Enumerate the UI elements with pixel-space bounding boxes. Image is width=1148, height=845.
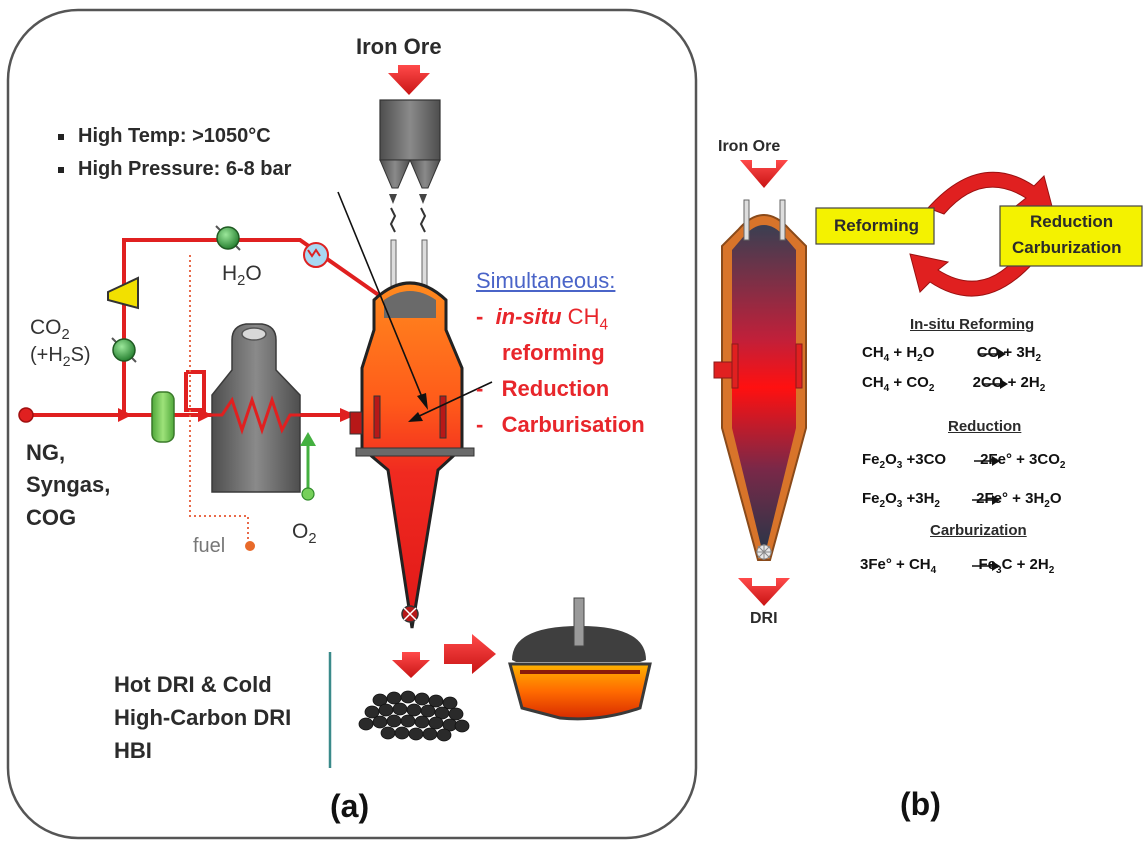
iron-ore-label-b: Iron Ore [718,138,781,155]
dri-pellet [378,703,394,717]
process-line-reduction: - Reduction [476,376,610,401]
dri-pellet [400,714,416,728]
dri-pellet [436,728,452,742]
dri-arrow-b [738,578,790,606]
iron-ore-arrow-b [740,160,788,188]
feed-label-ng: NG, [26,440,66,465]
heater-coil [204,395,358,435]
dri-pellet [394,726,410,740]
callout-arrowhead-temp [417,393,428,410]
fuel-label: fuel [193,535,226,557]
product-high-carbon-dri: High-Carbon DRI [114,705,292,730]
callout-arrowhead-process [408,412,423,422]
electric-arc-furnace [508,597,652,721]
iron-ore-arrow-a [388,65,430,95]
dri-pellet [408,727,424,741]
dri-down-arrow [392,652,430,678]
caption-b: (b) [900,786,941,822]
dri-pellet [406,703,422,717]
dri-pellet [372,715,388,729]
iron-ore-label-a: Iron Ore [356,34,442,59]
dri-pellet [454,719,470,733]
carburization-label: Carburization [1012,238,1122,257]
equation-1: CH4 + H2O CO + 3H2 [862,344,1042,364]
dri-pellet [386,714,402,728]
header-reduction: Reduction [948,418,1022,435]
dri-label-b: DRI [750,610,778,627]
heater-top [241,327,267,341]
co2-label: CO2 [30,316,70,344]
dri-pellet [448,707,464,721]
equation-arrows [972,349,1008,571]
dri-pellet [414,692,430,706]
reforming-label: Reforming [834,216,919,235]
feed-label-cog: COG [26,505,77,530]
equation-3: Fe2O3 +3CO 2Fe° + 3CO2 [862,451,1066,471]
callout-line-temp [337,191,425,403]
product-hbi: HBI [114,738,152,763]
ore-hopper [379,99,441,291]
product-hot-dri: Hot DRI & Cold [114,672,272,697]
o2-label: O2 [292,520,317,548]
o2-arrow [300,432,316,501]
ng-inlet-dot [18,407,34,423]
reduction-label: Reduction [1030,212,1114,231]
co2-valve-icon [111,337,137,363]
simultaneous-label: Simultaneous: [476,268,616,293]
dri-pellet [414,715,430,729]
h2o-valve-icon [215,225,241,251]
callout-line-process [414,381,493,419]
dri-pellet [380,726,396,740]
process-line-insitu: - in-situ CH4 [476,304,609,334]
dri-pellet [392,702,408,716]
reforming-box [815,207,935,245]
shaft-furnace [349,281,475,629]
filter-tank [151,391,175,443]
reduction-box [999,205,1143,267]
caption-a: (a) [330,788,370,824]
dri-pellet [420,704,436,718]
header-insitu-reforming: In-situ Reforming [910,316,1035,333]
h2s-label: (+H2S) [30,344,91,369]
bullet-high-temp: High Temp: >1050°C [58,125,271,148]
equation-5: 3Fe° + CH4 Fe3C + 2H2 [860,556,1055,576]
equation-2: CH4 + CO2 2CO + 2H2 [862,374,1046,394]
fuel-inlet-dot [245,541,255,551]
dri-pellet [358,717,374,731]
dri-pellets [358,690,470,742]
shaft-furnace-b [713,199,807,561]
dri-pellet [442,696,458,710]
dri-right-arrow [444,634,496,674]
process-line-reforming: reforming [502,340,605,365]
equation-4: Fe2O3 +3H2 2Fe° + 3H2O [862,490,1062,510]
flow-arrow-1 [118,408,132,422]
dri-pellet [422,727,438,741]
dri-pellet [400,690,416,704]
bullet-high-pressure: High Pressure: 6-8 bar [58,158,291,181]
h2o-label: H2O [222,262,262,290]
process-line-carburisation: - Carburisation [476,412,645,437]
cycle-arrow-bottom [909,253,1035,297]
compressor-icon [107,276,139,310]
header-carburization: Carburization [930,522,1027,539]
heat-exchanger-icon [303,242,329,268]
fuel-line [189,255,249,540]
dri-pellet [428,716,444,730]
dri-pellet [386,691,402,705]
feed-label-syngas: Syngas, [26,472,111,497]
